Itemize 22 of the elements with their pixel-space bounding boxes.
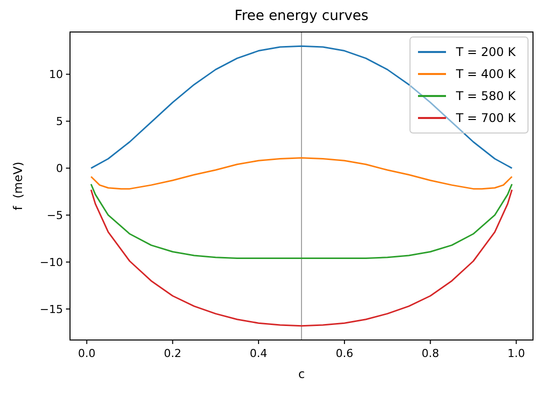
y-tick-label: −5 — [46, 208, 63, 222]
x-axis-title: c — [298, 367, 305, 381]
x-tick-label: 0.6 — [336, 347, 354, 360]
x-tick-label: 1.0 — [508, 347, 525, 360]
chart-title: Free energy curves — [234, 8, 368, 24]
x-tick-label: 0.4 — [250, 347, 268, 360]
legend-label: T = 700 K — [455, 111, 517, 126]
legend-label: T = 400 K — [455, 67, 517, 82]
legend-label: T = 580 K — [455, 89, 517, 104]
y-tick-label: 10 — [49, 68, 63, 82]
y-tick-label: −15 — [40, 302, 63, 316]
x-tick-label: 0.8 — [422, 347, 440, 360]
line-series — [90, 189, 513, 327]
y-tick-label: 0 — [56, 162, 63, 176]
x-tick-label: 0.2 — [164, 347, 182, 360]
x-tick-label: 0.0 — [78, 347, 96, 360]
line-series — [90, 183, 513, 260]
y-axis-title: f (meV) — [11, 162, 25, 210]
y-tick-label: 5 — [56, 115, 63, 128]
legend-label: T = 200 K — [455, 45, 517, 60]
y-tick-label: −10 — [40, 256, 63, 269]
line-series — [90, 157, 513, 190]
